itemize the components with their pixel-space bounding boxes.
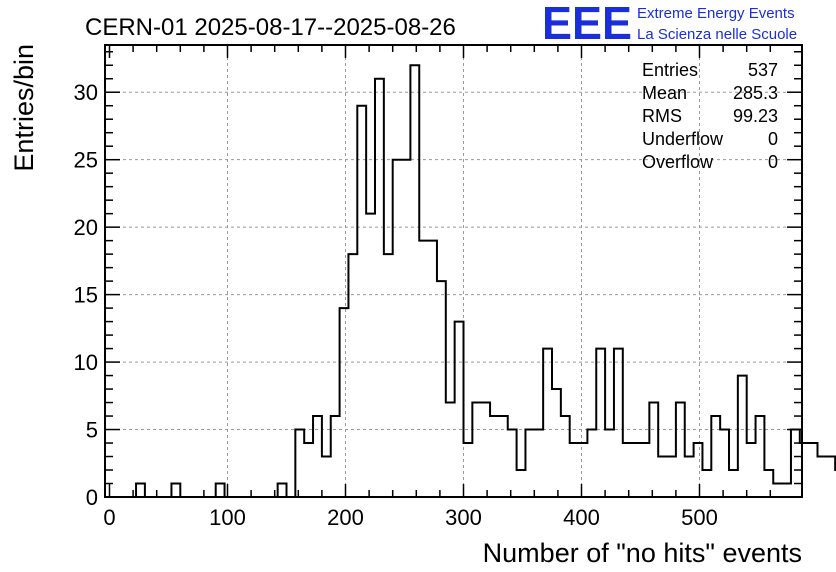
stats-box: Entries 537 Mean 285.3 RMS 99.23 Underfl…: [642, 60, 778, 172]
x-tick-label: 400: [563, 505, 600, 530]
eee-logo-mark: EEE: [542, 0, 632, 49]
histogram-outline: [135, 64, 836, 497]
stats-entries-label: Entries: [642, 60, 698, 80]
grid-lines: [105, 45, 802, 497]
eee-logo: EEE Extreme Energy Events La Scienza nel…: [542, 0, 797, 49]
tick-labels: 0 100 200 300 400 500 0 5 10 15 20 25 30: [74, 80, 718, 530]
y-tick-label: 0: [86, 485, 98, 510]
y-tick-label: 25: [74, 148, 98, 173]
x-axis-title: Number of "no hits" events: [483, 538, 802, 568]
stats-entries-value: 537: [748, 60, 778, 80]
stats-overflow-label: Overflow: [642, 152, 714, 172]
y-axis-title: Entries/bin: [9, 44, 39, 172]
y-tick-label: 10: [74, 350, 98, 375]
stats-underflow-value: 0: [768, 129, 778, 149]
y-tick-label: 30: [74, 80, 98, 105]
axis-ticks: [105, 45, 802, 498]
x-tick-label: 0: [103, 505, 115, 530]
stats-overflow-value: 0: [768, 152, 778, 172]
eee-logo-line1: Extreme Energy Events: [637, 5, 795, 22]
plot-frame-border: [104, 44, 803, 498]
eee-logo-line2: La Scienza nelle Scuole: [637, 26, 797, 43]
chart-title: CERN-01 2025-08-17--2025-08-26: [85, 14, 456, 41]
y-tick-label: 15: [74, 283, 98, 308]
stats-mean-label: Mean: [642, 83, 687, 103]
stats-rms-label: RMS: [642, 106, 682, 126]
y-tick-label: 20: [74, 215, 98, 240]
y-tick-label: 5: [86, 418, 98, 443]
x-tick-label: 300: [445, 505, 482, 530]
stats-rms-value: 99.23: [733, 106, 778, 126]
x-tick-label: 100: [209, 505, 246, 530]
plot-frame: [104, 44, 803, 498]
stats-underflow-label: Underflow: [642, 129, 724, 149]
x-tick-label: 500: [681, 505, 718, 530]
stats-mean-value: 285.3: [733, 83, 778, 103]
x-tick-label: 200: [327, 505, 364, 530]
